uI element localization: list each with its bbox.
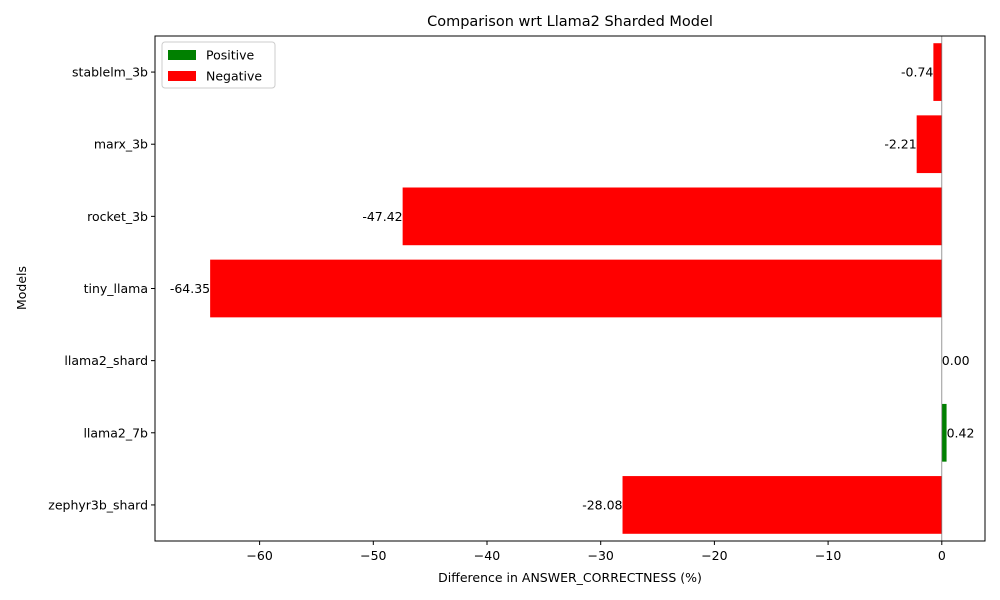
x-tick-label: −60 bbox=[246, 548, 272, 563]
x-tick-label: −30 bbox=[588, 548, 614, 563]
y-axis-label: Models bbox=[14, 266, 29, 310]
x-tick-label: −40 bbox=[474, 548, 500, 563]
data-label-marx_3b: -2.21 bbox=[884, 137, 916, 152]
axes-layer: −60 −50 −40 −30 −20 −10 0 zephyr3b_shard llama2_… bbox=[48, 35, 986, 563]
data-label-stablelm_3b: -0.74 bbox=[901, 65, 933, 80]
y-tick-label-zephyr3b_shard: zephyr3b_shard bbox=[48, 497, 148, 512]
y-tick-label-stablelm_3b: stablelm_3b bbox=[72, 65, 148, 80]
legend-swatch-negative bbox=[168, 71, 196, 81]
y-tick-label-marx_3b: marx_3b bbox=[94, 137, 148, 152]
x-axis-label: Difference in ANSWER_CORRECTNESS (%) bbox=[438, 570, 702, 585]
data-label-zephyr3b_shard: -28.08 bbox=[582, 497, 622, 512]
x-tick-label: 0 bbox=[938, 548, 946, 563]
data-label-tiny_llama: -64.35 bbox=[170, 281, 210, 296]
bar-llama2_7b bbox=[941, 403, 947, 462]
data-label-llama2_shard: 0.00 bbox=[942, 353, 970, 368]
y-tick-label-rocket_3b: rocket_3b bbox=[87, 209, 148, 224]
data-labels-layer: -28.08 0.42 0.00 -64.35 -47.42 -2.21 -0.74 bbox=[170, 65, 975, 513]
x-tick-label: −50 bbox=[360, 548, 386, 563]
bar-rocket_3b bbox=[402, 187, 942, 246]
bar-tiny_llama bbox=[210, 259, 942, 318]
legend-swatch-positive bbox=[168, 50, 196, 60]
legend-label-positive: Positive bbox=[206, 48, 254, 63]
x-tick-label: −10 bbox=[815, 548, 841, 563]
data-label-llama2_7b: 0.42 bbox=[947, 425, 975, 440]
x-tick-label: −20 bbox=[701, 548, 727, 563]
bar-stablelm_3b bbox=[933, 43, 942, 101]
legend-label-negative: Negative bbox=[206, 69, 262, 84]
y-tick-label-tiny_llama: tiny_llama bbox=[84, 281, 148, 296]
bar-zephyr3b_shard bbox=[622, 476, 942, 534]
legend: Positive Negative bbox=[161, 41, 276, 89]
data-label-rocket_3b: -47.42 bbox=[362, 209, 402, 224]
y-tick-label-llama2_7b: llama2_7b bbox=[83, 425, 148, 440]
chart-title: Comparison wrt Llama2 Sharded Model bbox=[427, 14, 713, 30]
y-tick-label-llama2_shard: llama2_shard bbox=[64, 353, 148, 368]
bar-marx_3b bbox=[916, 115, 942, 174]
bars-layer bbox=[210, 43, 947, 534]
